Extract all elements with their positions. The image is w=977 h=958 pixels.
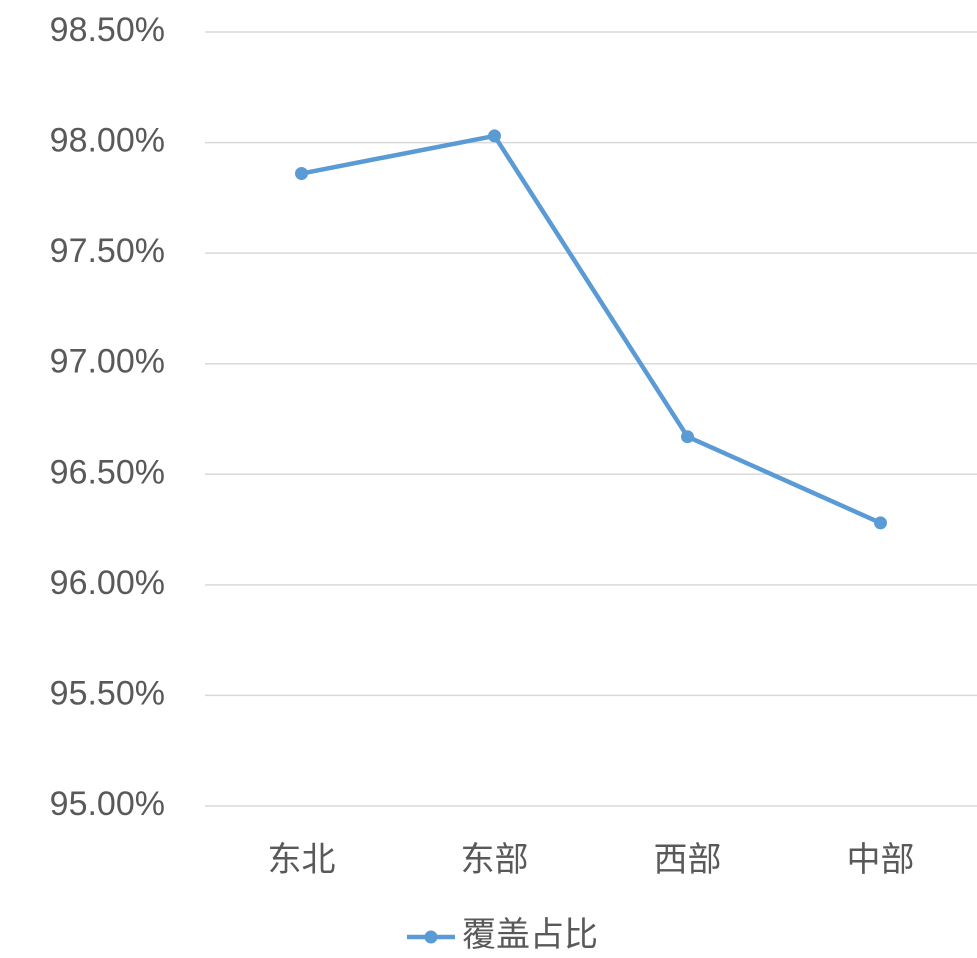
y-tick-label: 98.50% — [50, 11, 165, 49]
y-tick-label: 98.00% — [50, 122, 165, 160]
legend-marker — [424, 930, 438, 944]
x-tick-label: 中部 — [847, 841, 915, 879]
y-tick-label: 97.00% — [50, 343, 165, 381]
y-tick-label: 96.50% — [50, 453, 165, 491]
y-tick-label: 97.50% — [50, 232, 165, 270]
marker — [295, 167, 308, 181]
marker — [681, 430, 694, 444]
y-tick-label: 95.00% — [50, 785, 165, 823]
x-tick-label: 东部 — [461, 841, 529, 879]
marker — [488, 129, 501, 143]
y-tick-label: 96.00% — [50, 564, 165, 602]
line — [301, 133, 882, 525]
x-tick-label: 东北 — [268, 841, 336, 879]
y-tick-label: 95.50% — [50, 674, 165, 712]
marker — [874, 516, 887, 530]
x-tick-label: 西部 — [654, 841, 722, 879]
legend-label: 覆盖占比 — [462, 916, 598, 954]
